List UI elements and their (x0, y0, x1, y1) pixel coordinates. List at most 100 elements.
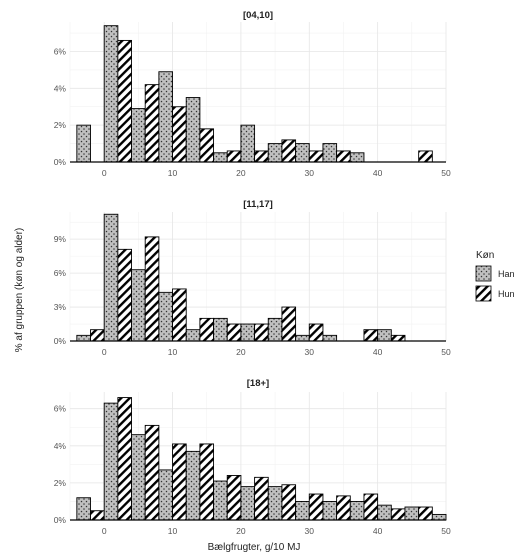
bar-han (131, 269, 146, 342)
bar-han (267, 317, 283, 342)
panel-title: [18+] (247, 378, 269, 389)
bar-hun (281, 484, 297, 521)
x-tick-label: 30 (305, 168, 315, 178)
bar-han (158, 469, 173, 521)
y-tick-label: 6% (54, 46, 67, 56)
bar-hun (308, 493, 324, 521)
x-tick-label: 40 (373, 168, 383, 178)
bar-hun (336, 495, 351, 521)
bar-hun (90, 510, 105, 521)
bar-han (103, 213, 119, 342)
y-axis-title: % af gruppen (køn og alder) (14, 228, 25, 353)
bar-hun (390, 508, 406, 521)
bar-han (131, 108, 146, 163)
bar-han (322, 143, 338, 163)
bar-han (185, 97, 201, 163)
bar-han (103, 402, 119, 521)
bar-hun (117, 39, 132, 163)
x-tick-label: 40 (373, 347, 383, 357)
bar-han (240, 486, 256, 521)
panel-0: 0% 2% 4% 6% 0 10 20 30 40 50 [04,10] (54, 10, 451, 178)
bar-hun (308, 323, 324, 342)
x-tick-label: 20 (236, 526, 246, 536)
panel-title: [04,10] (243, 10, 273, 21)
y-tick-label: 3% (54, 302, 67, 312)
bar-hun (117, 397, 132, 521)
x-tick-label: 20 (236, 168, 246, 178)
bar-han (267, 143, 283, 163)
bar-hun (90, 329, 105, 342)
legend-swatch-hun (475, 285, 492, 302)
legend-label-han: Han (498, 269, 515, 279)
bar-hun (254, 476, 269, 521)
bar-han (404, 506, 420, 521)
x-tick-label: 50 (441, 168, 451, 178)
bar-han (213, 152, 228, 163)
x-tick-label: 40 (373, 526, 383, 536)
x-tick-label: 0 (102, 526, 107, 536)
bar-han (377, 504, 392, 521)
bar-hun (418, 506, 433, 521)
bar-hun (199, 443, 215, 521)
bar-han (76, 334, 91, 342)
bar-hun (254, 323, 269, 342)
x-tick-label: 50 (441, 347, 451, 357)
bar-hun (144, 236, 160, 342)
bar-hun (363, 493, 379, 521)
panel-2: 0% 2% 4% 6% 0 10 20 30 40 50 [18+] (54, 378, 451, 536)
bar-hun (254, 150, 269, 163)
panel-title: [11,17] (243, 199, 273, 210)
bar-han (185, 450, 201, 521)
x-tick-label: 20 (236, 347, 246, 357)
bar-han (240, 124, 256, 163)
bar-han (158, 71, 173, 163)
y-tick-label: 4% (54, 441, 67, 451)
bar-hun (199, 128, 215, 163)
bar-hun (418, 150, 433, 163)
x-tick-label: 10 (168, 526, 178, 536)
bar-han (267, 486, 283, 521)
bar-han (295, 334, 310, 342)
y-tick-label: 9% (54, 234, 67, 244)
bar-hun (281, 139, 297, 163)
legend-title: Køn (476, 250, 494, 261)
y-tick-label: 6% (54, 404, 67, 414)
bar-hun (172, 106, 187, 163)
x-tick-label: 50 (441, 526, 451, 536)
bar-hun (172, 443, 187, 521)
bar-hun (199, 317, 215, 342)
bar-han (158, 291, 173, 342)
bar-hun (144, 424, 160, 521)
panels: 0% 2% 4% 6% 0 10 20 30 40 50 [04,10] 0% 3% 6% 9% 0 10 20 3… (54, 10, 451, 536)
y-tick-label: 2% (54, 478, 67, 488)
y-tick-label: 0% (54, 336, 67, 346)
bar-han (322, 500, 338, 521)
legend-swatch-han (475, 265, 492, 282)
bar-hun (117, 248, 132, 342)
bar-hun (144, 84, 160, 163)
x-tick-label: 10 (168, 168, 178, 178)
bar-han (213, 480, 228, 521)
bar-han (349, 152, 365, 163)
x-tick-label: 10 (168, 347, 178, 357)
bar-han (349, 500, 365, 521)
bar-han (213, 317, 228, 342)
bar-hun (226, 150, 242, 163)
x-tick-label: 30 (305, 347, 315, 357)
bar-hun (390, 334, 406, 342)
y-tick-label: 6% (54, 268, 67, 278)
panel-1: 0% 3% 6% 9% 0 10 20 30 40 50 [11,17] (54, 199, 451, 357)
bar-han (295, 500, 310, 521)
bar-hun (281, 306, 297, 342)
legend-label-hun: Hun (498, 289, 515, 299)
bar-han (185, 329, 201, 342)
bar-han (76, 497, 91, 521)
bar-han (240, 323, 256, 342)
bar-hun (308, 150, 324, 163)
bar-hun (172, 288, 187, 342)
x-axis-title: Bælgfrugter, g/10 MJ (208, 542, 301, 553)
bar-han (131, 434, 146, 521)
bar-han (377, 329, 392, 342)
y-tick-label: 0% (54, 157, 67, 167)
